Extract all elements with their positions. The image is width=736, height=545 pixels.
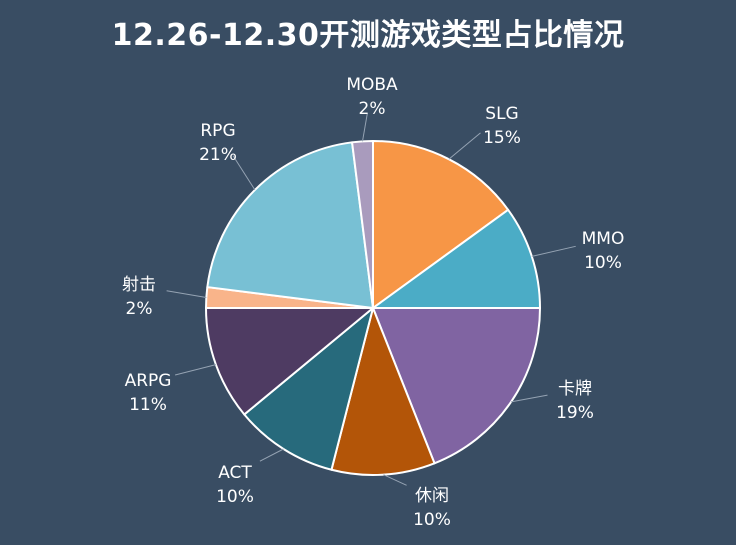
slice-value-label: 15% [483,128,521,148]
leader-line [531,245,576,257]
slice-category-label: SLG [485,104,518,124]
pie-slices [205,140,541,476]
slice-category-label: 休闲 [415,486,449,506]
pie-slice [372,140,510,309]
leader-line [259,448,284,462]
slice-category-label: ARPG [125,371,172,391]
leader-line [232,155,256,191]
leader-line [174,364,217,376]
slice-category-label: MOBA [346,75,398,95]
leader-line [166,290,207,298]
slice-category-label: 卡牌 [558,379,592,399]
slice-value-label: 2% [359,99,386,119]
slice-category-label: ACT [218,463,252,483]
slice-value-label: 19% [556,403,594,423]
slice-value-label: 10% [216,487,254,507]
leader-line [448,132,481,160]
slice-value-label: 21% [199,145,237,165]
pie-slice [330,307,436,476]
slice-category-label: RPG [200,121,235,141]
leader-lines [166,113,576,486]
leader-line [383,474,407,486]
pie-slice [243,307,374,471]
leader-line [362,113,368,142]
slice-category-label: MMO [582,229,625,249]
slice-value-label: 10% [584,253,622,273]
slice-value-label: 2% [126,299,153,319]
pie-slice [206,141,374,309]
slice-value-label: 10% [413,510,451,530]
pie-slice [351,140,374,309]
slice-labels: SLG 15% MMO 10% 卡牌 19% 休闲 10% ACT 10% ARPG 11% 射击 2% R… [122,75,624,530]
slice-category-label: 射击 [122,275,156,295]
chart-title: 12.26-12.30开测游戏类型占比情况 [111,18,625,53]
pie-slice [372,307,541,465]
slice-value-label: 11% [129,395,167,415]
pie-slice [205,307,374,416]
leader-line [511,394,548,403]
